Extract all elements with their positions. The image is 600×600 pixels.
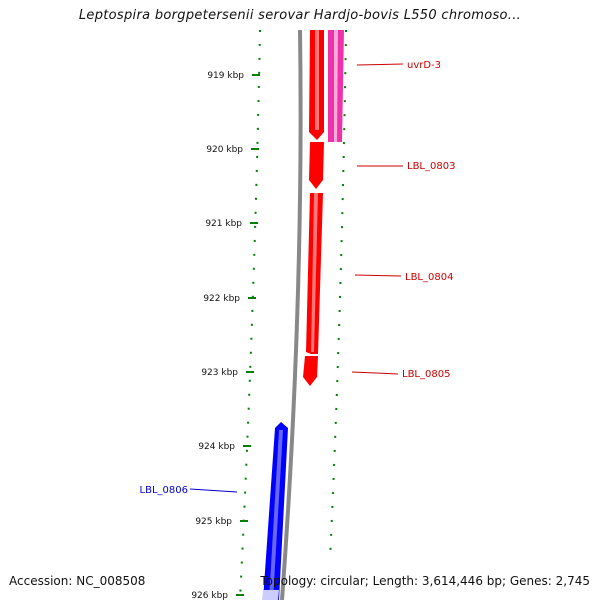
gene-label-LBL_0803[interactable]: LBL_0803 [407, 161, 455, 172]
tick-label: 920 kbp [206, 145, 243, 155]
gene-label-LBL_0805[interactable]: LBL_0805 [402, 369, 450, 380]
gene-leader-line [354, 274, 402, 277]
gene-leader-line [356, 63, 404, 66]
outer-tick-track [329, 29, 347, 561]
tick-label: 922 kbp [203, 294, 240, 304]
tick-label: 919 kbp [207, 71, 244, 81]
gene-leader-line [189, 488, 238, 493]
gene-uvrD-3-shape[interactable] [328, 30, 344, 142]
map-title: Leptospira borgpetersenii serovar Hardjo… [78, 8, 522, 23]
tick-label: 924 kbp [198, 442, 235, 452]
gene-LBL_0803-shape[interactable] [309, 142, 324, 189]
gene-LBL_0804-shape[interactable] [306, 193, 323, 354]
tick-label: 923 kbp [201, 368, 238, 378]
inner-tick-track [239, 29, 261, 600]
tick-label: 921 kbp [205, 219, 242, 229]
chromosome-backbone [280, 29, 303, 600]
gene-label-group: uvrD-3 LBL_0803 LBL_0804 LBL_0805 LBL_0806 [140, 60, 456, 496]
tick-label: 925 kbp [195, 517, 232, 527]
tick-group: 919 kbp 920 kbp 921 kbp 922 kbp 923 kbp 924 k… [191, 71, 260, 600]
gene-label-LBL_0804[interactable]: LBL_0804 [405, 272, 453, 283]
gene-label-LBL_0806[interactable]: LBL_0806 [140, 485, 188, 496]
gene-leader-line [351, 371, 399, 375]
accession-label: Accession: NC_008508 [9, 574, 146, 588]
genome-summary: Topology: circular; Length: 3,614,446 bp… [260, 574, 590, 588]
gene-LBL_0805-shape[interactable] [303, 356, 318, 386]
tick-label: 926 kbp [191, 591, 228, 600]
gene-LBL_0802-shape[interactable] [309, 30, 324, 140]
gene-LBL_0806-shape[interactable] [262, 422, 288, 600]
gene-label-uvrD-3[interactable]: uvrD-3 [407, 60, 441, 71]
